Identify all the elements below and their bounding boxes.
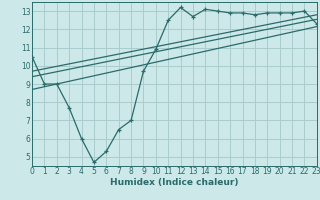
X-axis label: Humidex (Indice chaleur): Humidex (Indice chaleur) [110,178,239,187]
